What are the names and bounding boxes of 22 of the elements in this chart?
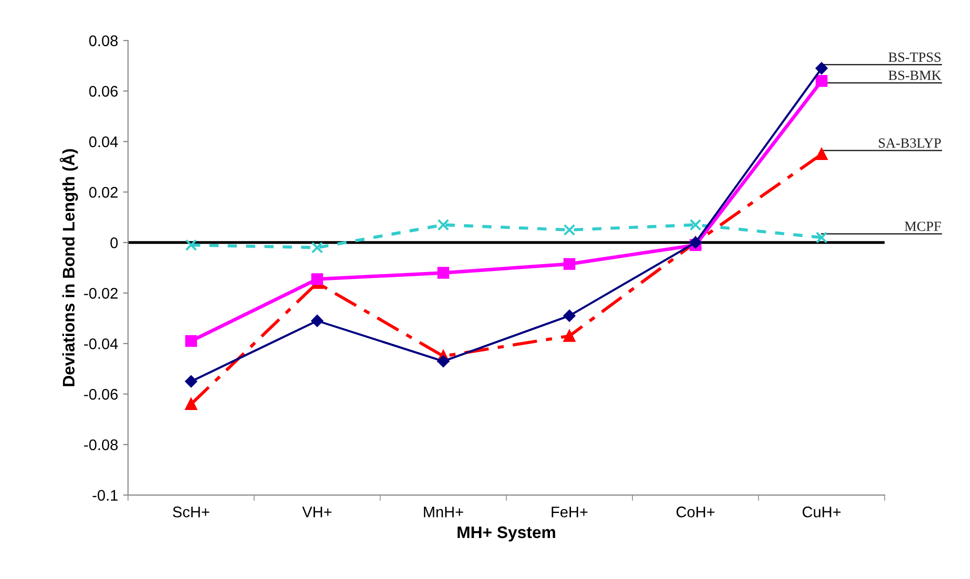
text: BS-BMK [888,70,942,80]
y-tick-label: 0.08 [89,35,118,46]
x-axis-title: MH+ System [458,526,556,542]
x-tick-label: CuH+ [802,506,841,518]
y-tick-label: 0.04 [89,136,118,148]
y-tick-label: 0.02 [89,186,118,198]
y-tick-label: 0.06 [89,86,118,97]
x-tick-label: CoH+ [676,506,714,518]
y-tick-label: -0.04 [84,338,118,350]
x-tick-label: MnH+ [424,506,464,518]
y-tick-label: -0.1 [92,490,118,501]
text: BS-TPSS [888,52,941,62]
y-tick-label: -0.06 [84,388,118,400]
text: SA-B3LYP [878,138,941,148]
y-tick-label: -0.08 [84,439,118,450]
y-tick-label: 0 [110,237,118,248]
x-tick-label: VH+ [302,506,332,518]
x-tick-label: FeH+ [552,506,588,518]
text: MCPF [904,222,941,232]
y-axis-title: Deviations in Bond Length (Å) [60,149,78,386]
y-tick-label: -0.02 [84,288,118,299]
x-tick-label: ScH+ [172,506,210,518]
